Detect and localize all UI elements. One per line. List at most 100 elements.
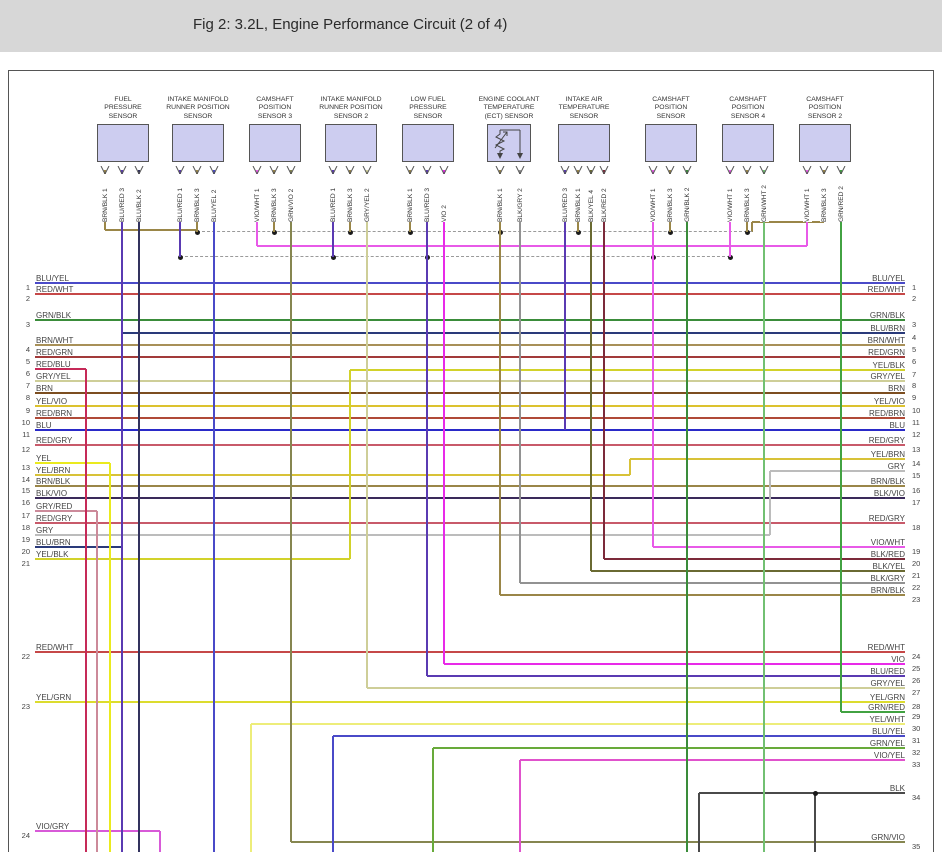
pin-label: BRN/BLK 1 — [573, 174, 583, 222]
row-number: 10 — [912, 406, 921, 415]
pin-label: BRN/BLK 1 — [405, 174, 415, 222]
sensor-box — [172, 124, 224, 162]
row-number: 29 — [912, 712, 921, 721]
row-label: RED/BRN — [868, 408, 905, 418]
sensor-caption: ENGINE COOLANT TEMPERATURE (ECT) SENSOR — [478, 95, 540, 120]
row-label: GRY/YEL — [870, 371, 905, 381]
row-number: 1 — [912, 283, 917, 292]
wire-row-right-26 — [427, 675, 905, 677]
wire-row-right-33 — [520, 759, 905, 761]
row-number: 5 — [912, 345, 917, 354]
junction-dot — [812, 790, 818, 796]
wire-row-right-15 — [770, 470, 905, 472]
row-label: GRN/VIO — [871, 832, 905, 842]
row-number: 2 — [25, 294, 30, 303]
row-number: 6 — [25, 369, 30, 378]
wire-segment — [250, 724, 252, 852]
row-label: RED/GRY — [868, 513, 905, 523]
pin-label: BRN/BLK 3 — [665, 174, 675, 222]
row-label: GRY — [36, 525, 54, 535]
row-number: 24 — [21, 831, 30, 840]
wire-row-left-11 — [35, 429, 905, 431]
row-number: 22 — [912, 583, 921, 592]
row-label: BRN/BLK — [870, 585, 905, 595]
row-number: 27 — [912, 688, 921, 697]
wire-row-left-6 — [35, 368, 86, 370]
sensor-pin-wire — [499, 170, 501, 595]
row-label: GRY/YEL — [870, 678, 905, 688]
row-number: 4 — [25, 345, 30, 354]
pin-label: VIO 2 — [439, 174, 449, 222]
sensor-caption: INTAKE MANIFOLD RUNNER POSITION SENSOR — [166, 95, 230, 120]
sensor-caption: INTAKE AIR TEMPERATURE SENSOR — [558, 95, 610, 120]
row-label: VIO — [891, 654, 905, 664]
pin-label: BLU/BLK 2 — [134, 174, 144, 222]
row-label: GRN/BLK — [36, 310, 72, 320]
pin-label: VIO/WHT 1 — [725, 174, 735, 222]
row-number: 33 — [912, 760, 921, 769]
wire-row-left-7 — [35, 380, 905, 382]
row-number: 2 — [912, 294, 917, 303]
wire-row-right-19 — [653, 546, 905, 548]
pin-label: BLU/RED 3 — [560, 174, 570, 222]
row-label: GRY/YEL — [36, 371, 71, 381]
sensor-pin-wire — [686, 170, 688, 852]
pin-label: BRN/BLK 1 — [495, 174, 505, 222]
row-number: 19 — [21, 535, 30, 544]
row-number: 22 — [21, 652, 30, 661]
sensor-box — [97, 124, 149, 162]
row-number: 10 — [21, 418, 30, 427]
row-number: 28 — [912, 702, 921, 711]
wire-row-right-22 — [520, 582, 905, 584]
wire-row-left-14 — [35, 474, 630, 476]
wire-segment — [432, 748, 434, 852]
row-label: BRN/BLK — [36, 476, 71, 486]
wire-segment — [159, 831, 161, 852]
sensor-caption: CAMSHAFT POSITION SENSOR 2 — [806, 95, 844, 120]
wire-row-left-3 — [35, 319, 905, 321]
row-number: 9 — [912, 393, 917, 402]
junction-dot — [575, 229, 581, 235]
row-label: RED/BRN — [36, 408, 73, 418]
sensor-pin-wire — [290, 170, 292, 842]
pin-label: BLK/YEL 4 — [586, 174, 596, 222]
wire-row-left-1 — [35, 282, 905, 284]
wire-segment — [814, 793, 816, 852]
row-number: 18 — [912, 523, 921, 532]
row-number: 4 — [912, 333, 917, 342]
wire-row-left-8 — [35, 392, 905, 394]
pin-label: BLU/RED 1 — [328, 174, 338, 222]
row-label: BLK/RED — [870, 549, 905, 559]
row-label: RED/GRY — [36, 435, 73, 445]
row-number: 11 — [22, 430, 30, 439]
row-label: VIO/GRY — [36, 821, 70, 831]
row-label: RED/WHT — [36, 642, 74, 652]
row-label: BLU/YEL — [36, 273, 69, 283]
pin-label: BLK/RED 2 — [599, 174, 609, 222]
sensor-caption: LOW FUEL PRESSURE SENSOR — [409, 95, 447, 120]
title-bar: Fig 2: 3.2L, Engine Performance Circuit … — [0, 0, 942, 52]
row-number: 23 — [21, 702, 30, 711]
wire-row-left-18 — [35, 522, 905, 524]
row-number: 8 — [912, 381, 917, 390]
wire-row-right-21 — [591, 570, 905, 572]
row-number: 15 — [912, 471, 921, 480]
sensor-pin-wire — [443, 170, 445, 664]
pin-label: GRN/RED 2 — [836, 174, 846, 222]
junction-dot — [330, 254, 336, 260]
pin-label: VIO/WHT 1 — [802, 174, 812, 222]
shield-bus-line — [180, 256, 730, 258]
sensor-box — [558, 124, 610, 162]
junction-dot — [347, 229, 353, 235]
row-number: 16 — [912, 486, 921, 495]
wire-row-right-29 — [841, 711, 905, 713]
wire-row-right-34 — [699, 792, 905, 794]
pin-label: BLK/GRY 2 — [515, 174, 525, 222]
wire-row-left-9 — [35, 405, 905, 407]
row-number: 7 — [912, 370, 917, 379]
pin-label: BRN/BLK 3 — [742, 174, 752, 222]
row-number: 13 — [912, 445, 921, 454]
junction-dot — [744, 229, 750, 235]
row-number: 14 — [21, 475, 30, 484]
